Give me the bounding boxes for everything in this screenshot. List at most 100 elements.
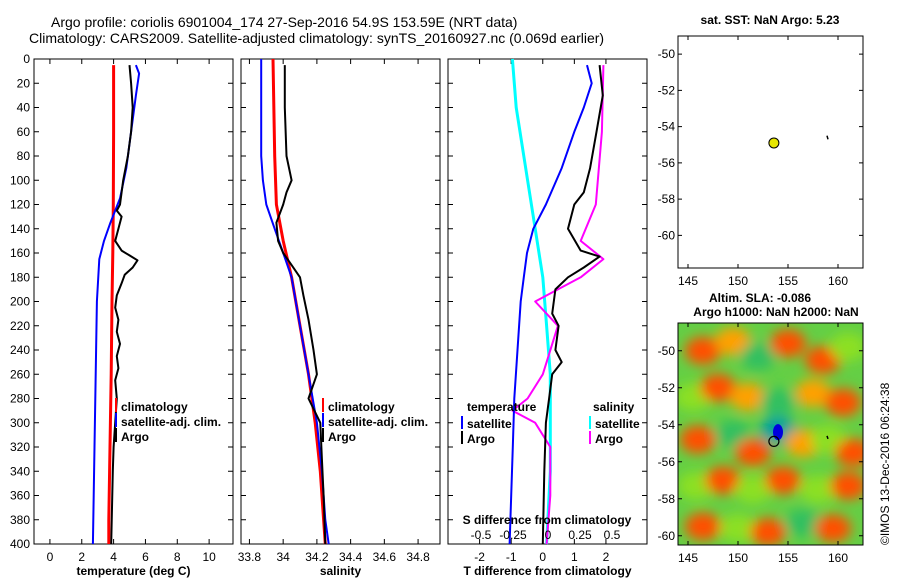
y-tick-label: -52 [658,83,676,97]
y-tick-label: 300 [10,416,30,430]
y-tick-label: -54 [658,418,676,432]
series-t-satellite [508,64,593,545]
altimetry-blobs [678,327,863,545]
x-tick-label: 4 [110,550,117,564]
x-tick-label: 160 [828,274,848,288]
altimetry-cell [685,336,721,365]
series-s-argo [511,65,605,545]
altimetry-cell [705,466,741,495]
x-tick-label: 2 [78,550,85,564]
map-altimetry_map: 145 150 155 160 -50 -52 -54 -56 -58 -60 [658,322,864,565]
map-frame [677,35,864,269]
x-tick-label: -1 [506,550,517,564]
altimetry-cell [765,466,801,495]
plot-frame [33,58,234,545]
x-tick-label: 8 [174,550,181,564]
legend-label: satellite-adj. clim. [121,415,221,429]
legend-header-temperature: temperature [467,400,537,414]
altimetry-cell [680,425,716,454]
altimetry-cell [830,471,863,500]
altimetry-cell [825,388,861,417]
series-t-argo [541,64,604,545]
legend-header-salinity: salinity [593,400,635,414]
altimetry-cell [815,514,851,543]
y-tick-label: 100 [10,173,30,187]
s-tick-label: -0.5 [471,528,492,542]
y-tick-label: 240 [10,343,30,357]
x-tick-label: 2 [603,550,610,564]
x-tick-label: 1 [571,550,578,564]
y-tick-label: -60 [658,529,676,543]
y-tick-label: 180 [10,270,30,284]
y-tick-label: 200 [10,295,30,309]
y-tick-label: -56 [658,455,676,469]
altimetry-cell [700,373,736,402]
series-satellite-adj-clim- [91,64,141,545]
x-tick-label: 155 [778,551,798,565]
x-tick-label: 6 [142,550,149,564]
legend-label: satellite-adj. clim. [328,415,428,429]
y-tick-label: 360 [10,489,30,503]
y-tick-label: 20 [17,76,31,90]
x-axis-label: T difference from climatology [463,564,631,578]
altimetry-cell [835,438,863,467]
y-tick-label: -60 [658,228,676,242]
altimetry-cell [715,420,751,448]
y-tick-label: -54 [658,120,676,134]
x-axis-label: temperature (deg C) [76,564,190,578]
s-axis-title: S difference from climatology [463,513,632,527]
altimetry-field [678,323,863,545]
map-frame [677,322,864,546]
argo-position-marker [768,137,780,149]
y-tick-label: -58 [658,192,676,206]
altimetry-cell [715,327,751,356]
altimetry-cell [770,329,806,358]
altimetry-cell [795,379,831,408]
x-tick-label: 150 [728,274,748,288]
altimetry-cell [785,508,821,537]
y-tick-label: 320 [10,440,30,454]
altimetry-cell [740,342,776,371]
y-tick-label: 160 [10,246,30,260]
plot-frame [447,58,648,545]
profile-panel-salinity: 33.8 34 34.2 34.4 34.6 34.8 salinity climatolog… [238,58,441,578]
altimetry-cell [735,475,771,504]
x-tick-label: 10 [202,550,216,564]
altimetry-title-2: Argo h1000: NaN h2000: NaN [693,305,858,319]
x-tick-label: -2 [474,550,485,564]
x-tick-label: 34.6 [373,550,397,564]
x-tick-label: 0 [539,550,546,564]
y-tick-label: -50 [658,344,676,358]
argo-position-marker [768,435,780,447]
y-tick-label: 380 [10,513,30,527]
y-tick-label: 120 [10,198,30,212]
y-tick-label: 280 [10,392,30,406]
profile-panel-temperature: 0204060801001201401601802002202402602803… [10,52,234,578]
x-tick-label: 34 [276,550,290,564]
y-tick-label: 400 [10,537,30,551]
x-tick-label: 145 [678,551,698,565]
y-tick-label: -50 [658,47,676,61]
altimetry-cell [800,475,836,504]
s-tick-label: -0.25 [499,528,527,542]
profile-panel-difference: -2 -1 0 1 2T difference from climatology temp… [447,58,648,578]
y-tick-label: 60 [17,125,31,139]
series-climatology [107,65,116,544]
series-argo [275,65,327,545]
y-tick-label: 40 [17,101,31,115]
x-tick-label: 155 [778,274,798,288]
float-track [826,435,829,440]
sst-map-title: sat. SST: NaN Argo: 5.23 [701,13,840,27]
title-line-1: Argo profile: coriolis 6901004_174 27-Se… [51,14,517,30]
y-tick-label: 0 [23,52,30,66]
s-tick-label: 0.5 [604,528,621,542]
legend-label: Argo [328,430,356,444]
x-tick-label: 34.8 [406,550,430,564]
altimetry-cell [760,388,796,417]
y-tick-label: -52 [658,381,676,395]
s-tick-label: 0.25 [568,528,592,542]
y-tick-label: -58 [658,492,676,506]
altimetry-title-1: Altim. SLA: -0.086 [709,291,811,305]
x-tick-label: 145 [678,274,698,288]
